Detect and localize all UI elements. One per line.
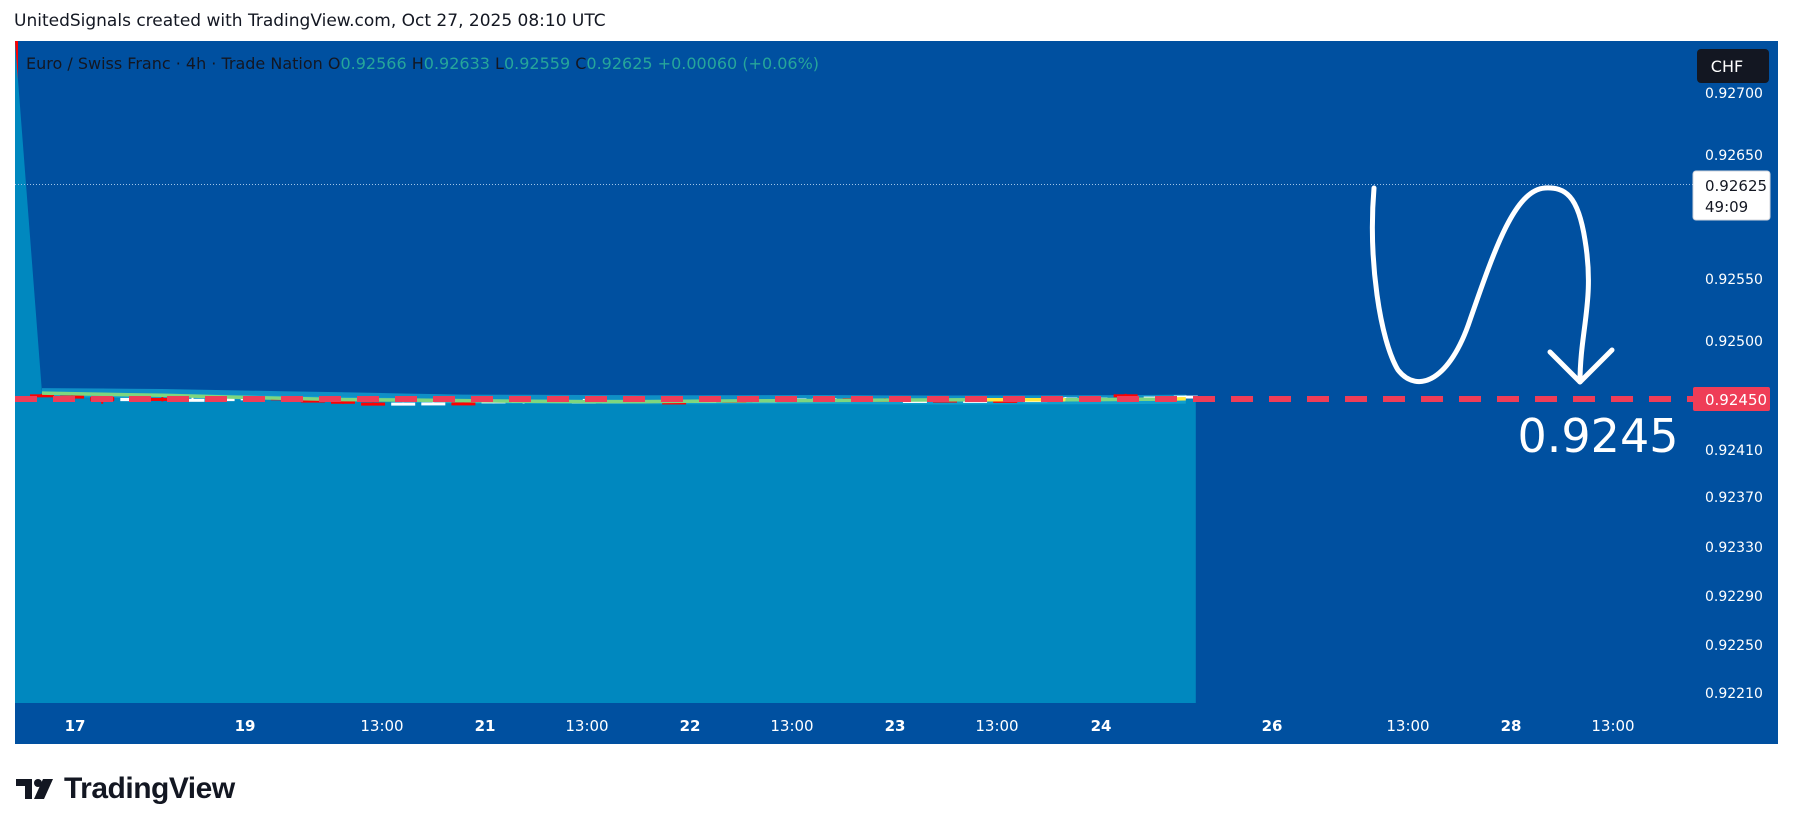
close-value: 0.92625: [586, 54, 652, 73]
x-tick-label: 26: [1262, 717, 1283, 735]
x-tick-label: 28: [1501, 717, 1522, 735]
y-tick-label: 0.92210: [1705, 686, 1763, 702]
candle: [391, 402, 416, 406]
tradingview-logo[interactable]: TradingView: [16, 772, 235, 806]
tradingview-logo-icon: [16, 779, 53, 799]
x-tick-label: 23: [885, 717, 906, 735]
candle-body: [451, 402, 476, 406]
candle: [451, 401, 476, 406]
target-price-tag: 0.92450: [1693, 387, 1770, 411]
target-price-label: 0.9245: [1518, 409, 1679, 463]
x-tick-label: 13:00: [770, 717, 813, 735]
x-tick-label: 13:00: [1591, 717, 1634, 735]
open-label: O: [328, 54, 341, 73]
y-tick-label: 0.92250: [1705, 638, 1763, 654]
candle: [361, 402, 386, 406]
open-value: 0.92566: [340, 54, 406, 73]
y-tick-label: 0.92650: [1705, 148, 1763, 164]
y-tick-label: 0.92370: [1705, 490, 1763, 506]
y-tick-label: 0.92330: [1705, 540, 1763, 556]
candle: [150, 397, 175, 402]
candle: [1173, 395, 1198, 399]
x-tick-label: 13:00: [565, 717, 608, 735]
x-tick-label: 21: [475, 717, 496, 735]
fast-ma-line: [1065, 397, 1156, 402]
close-label: C: [575, 54, 586, 73]
candle-body: [300, 399, 325, 403]
target-tag-value: 0.92450: [1705, 391, 1767, 409]
candle-body: [391, 402, 416, 406]
current-price-tag: 0.92625 49:09: [1692, 170, 1771, 221]
candle-body: [361, 402, 386, 406]
y-axis: 0.92700 0.92650 0.92550 0.92500 0.92410 0.923…: [1705, 86, 1763, 702]
candle-body: [150, 397, 175, 401]
current-price-value: 0.92625: [1705, 177, 1767, 195]
y-tick-label: 0.92410: [1705, 443, 1763, 459]
candle-body: [1173, 395, 1198, 399]
symbol-header: Euro / Swiss Franc · 4h · Trade Nation O…: [26, 54, 819, 73]
x-axis: 17 19 13:00 21 13:00 22 13:00 23 13:00 24 26 13:00 2…: [65, 717, 1635, 735]
x-tick-label: 19: [235, 717, 256, 735]
projection-arrowhead: [1547, 347, 1615, 385]
high-label: H: [412, 54, 424, 73]
candle-body: [180, 398, 205, 402]
candle-body: [30, 394, 54, 398]
x-tick-label: 24: [1091, 717, 1112, 735]
change-value: +0.00060 (+0.06%): [658, 54, 819, 73]
chart-credit: UnitedSignals created with TradingView.c…: [14, 11, 606, 31]
cloud-fill: [15, 41, 1196, 703]
y-tick-label: 0.92500: [1705, 334, 1763, 350]
candle-countdown: 49:09: [1705, 198, 1748, 216]
projection-arrow: [1369, 185, 1591, 385]
x-tick-label: 22: [680, 717, 701, 735]
candle: [421, 402, 446, 406]
tradingview-logo-text: TradingView: [64, 772, 235, 805]
currency-button[interactable]: CHF: [1697, 49, 1769, 83]
high-value: 0.92633: [424, 54, 490, 73]
x-tick-label: 13:00: [1386, 717, 1429, 735]
low-value: 0.92559: [504, 54, 570, 73]
y-tick-label: 0.92290: [1705, 589, 1763, 605]
x-tick-label: 13:00: [360, 717, 403, 735]
price-chart[interactable]: 17 19 13:00 21 13:00 22 13:00 23 13:00 24 26 13:00 2…: [0, 0, 1793, 760]
x-tick-label: 17: [65, 717, 86, 735]
y-tick-label: 0.92700: [1705, 86, 1763, 102]
y-tick-label: 0.92550: [1705, 272, 1763, 288]
candle-body: [421, 402, 446, 406]
low-label: L: [495, 54, 504, 73]
x-axis-band: [15, 703, 1695, 744]
candle-body: [1113, 394, 1138, 398]
symbol-name: Euro / Swiss Franc · 4h · Trade Nation: [26, 54, 323, 73]
candle-body: [331, 400, 355, 404]
currency-label: CHF: [1711, 57, 1743, 76]
x-tick-label: 13:00: [975, 717, 1018, 735]
